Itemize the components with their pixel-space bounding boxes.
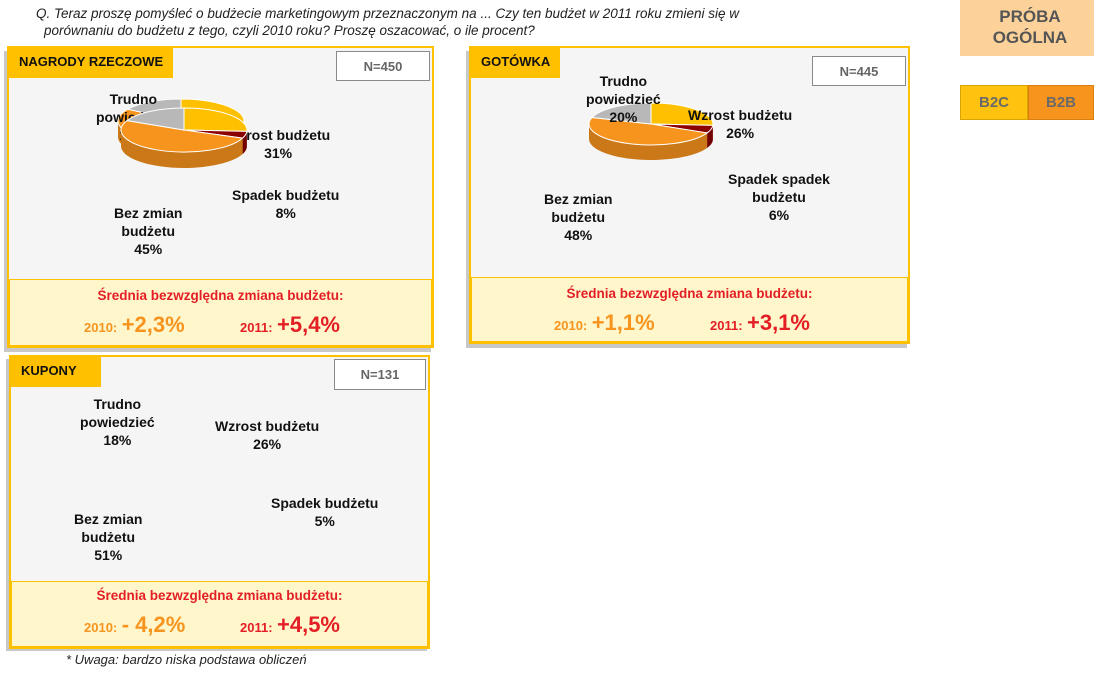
average-box: Średnia bezwzględna zmiana budżetu: 2010… — [471, 277, 908, 342]
label-bez-zmian: Bez zmian budżetu 45% — [114, 204, 182, 258]
average-2011: 2011: +5,4% — [240, 312, 340, 338]
label-wzrost-line1: Wzrost budżetu — [215, 418, 320, 434]
label-spadek-pct: 8% — [275, 205, 296, 221]
slice-wzrost — [183, 107, 248, 132]
label-spadek-pct: 6% — [768, 207, 790, 223]
label-trudno-pct: 18% — [103, 432, 132, 448]
label-bez-pct: 48% — [564, 227, 593, 243]
average-2011: 2011: +4,5% — [240, 612, 340, 638]
label-trudno-line1: Trudno — [599, 73, 648, 89]
year-2010-value: +2,3% — [121, 312, 185, 337]
panel-tab: NAGRODY RZECZOWE — [7, 46, 174, 78]
year-2011-value: +4,5% — [277, 612, 340, 637]
average-2011: 2011: +3,1% — [710, 310, 810, 336]
question-line-2: porównaniu do budżetu z tego, czyli 2010… — [44, 23, 535, 38]
label-bez-pct: 51% — [94, 547, 123, 563]
label-wzrost: Wzrost budżetu 26% — [688, 106, 792, 142]
segment-b2b-button[interactable]: B2B — [1028, 85, 1094, 120]
label-spadek-line1: Spadek budżetu — [232, 187, 340, 203]
panel-tab: KUPONY — [9, 355, 101, 387]
label-bez-line1: Bez zmian — [544, 191, 613, 207]
slice-spadek-side — [707, 125, 713, 148]
year-2010-value: - 4,2% — [121, 612, 186, 637]
label-spadek-line2: budżetu — [752, 189, 806, 205]
label-wzrost-line1: Wzrost budżetu — [226, 127, 331, 143]
label-bez-line2: budżetu — [121, 223, 176, 239]
year-2010-label: 2010: — [554, 318, 588, 333]
label-wzrost: Wzrost budżetu 26% — [215, 417, 319, 453]
slice-trudno — [125, 107, 185, 131]
slice-bez-zmian — [120, 120, 244, 153]
sample-label: PRÓBA OGÓLNA — [960, 0, 1094, 56]
year-2011-value: +5,4% — [277, 312, 340, 337]
label-trudno-line1: Trudno — [93, 396, 142, 412]
year-2011-value: +3,1% — [747, 310, 810, 335]
year-2010-label: 2010: — [84, 620, 118, 635]
slice-trudno — [590, 102, 652, 125]
panel-tab: GOTÓWKA — [469, 46, 561, 78]
slice-spadek-side — [242, 131, 247, 155]
label-spadek: Spadek budżetu 5% — [271, 494, 378, 530]
label-wzrost: Wzrost budżetu 31% — [226, 126, 330, 162]
label-bez-line2: budżetu — [551, 209, 606, 225]
label-wzrost-line1: Wzrost budżetu — [688, 107, 793, 123]
average-title: Średnia bezwzględna zmiana budżetu: — [96, 588, 343, 603]
panel-nagrody-rzeczowe: Średnia bezwzględna zmiana budżetu: 2010… — [4, 46, 434, 352]
label-wzrost-pct: 31% — [264, 145, 293, 161]
label-bez-zmian: Bez zmian budżetu 48% — [544, 190, 612, 244]
slice-bez-zmian-side — [589, 124, 708, 160]
slice-wzrost — [650, 102, 714, 126]
sample-size-badge: N=445 — [812, 56, 906, 86]
year-2011-label: 2011: — [710, 318, 743, 333]
label-trudno-line2: powiedzieć — [80, 414, 155, 430]
question-line-1: Q. Teraz proszę pomyśleć o budżecie mark… — [36, 6, 740, 21]
label-trudno-line2: powiedzieć — [586, 91, 661, 107]
pie-chart — [588, 102, 714, 160]
year-2010-label: 2010: — [84, 320, 118, 335]
label-bez-line1: Bez zmian — [74, 511, 143, 527]
average-2010: 2010: +1,1% — [554, 310, 655, 336]
average-box: Średnia bezwzględna zmiana budżetu: 2010… — [11, 581, 428, 647]
label-spadek-line1: Spadek spadek — [728, 171, 830, 187]
label-spadek-pct: 5% — [314, 513, 335, 529]
label-bez-pct: 45% — [134, 241, 163, 257]
label-trudno-line1: Trudno — [109, 91, 158, 107]
year-2011-label: 2011: — [240, 320, 273, 335]
year-2010-value: +1,1% — [591, 310, 655, 335]
slice-bez-zmian — [588, 116, 709, 146]
segment-b2c-button[interactable]: B2C — [960, 85, 1028, 120]
label-bez-line1: Bez zmian — [114, 205, 183, 221]
label-trudno: Trudno powiedzieć 18% — [80, 395, 155, 449]
label-trudno-pct: 20% — [609, 109, 638, 125]
label-spadek: Spadek budżetu 8% — [232, 186, 339, 222]
panel-kupony: Średnia bezwzględna zmiana budżetu: 2010… — [6, 107, 430, 651]
label-spadek: Spadek spadek budżetu 6% — [728, 170, 830, 224]
panel-gotowka: Średnia bezwzględna zmiana budżetu: 2010… — [466, 46, 910, 348]
average-box: Średnia bezwzględna zmiana budżetu: 2010… — [9, 279, 432, 346]
label-wzrost-pct: 26% — [253, 436, 282, 452]
year-2011-label: 2011: — [240, 620, 273, 635]
average-title: Średnia bezwzględna zmiana budżetu: — [97, 288, 344, 303]
label-wzrost-pct: 26% — [726, 125, 755, 141]
slice-bez-zmian-side — [121, 130, 243, 168]
label-trudno: Trudno powiedzieć 20% — [586, 72, 661, 126]
pie-chart — [117, 98, 245, 159]
pie-chart — [120, 107, 248, 168]
average-title: Średnia bezwzględna zmiana budżetu: — [566, 286, 813, 301]
label-spadek-line1: Spadek budżetu — [271, 495, 379, 511]
average-2010: 2010: - 4,2% — [84, 612, 185, 638]
label-bez-zmian: Bez zmian budżetu 51% — [74, 510, 142, 564]
sample-size-badge: N=450 — [336, 51, 430, 81]
label-bez-line2: budżetu — [81, 529, 136, 545]
footnote: * Uwaga: bardzo niska podstawa obliczeń — [66, 652, 307, 667]
sample-size-badge: N=131 — [334, 359, 426, 390]
average-2010: 2010: +2,3% — [84, 312, 185, 338]
question-text: Q. Teraz proszę pomyśleć o budżecie mark… — [36, 5, 876, 39]
